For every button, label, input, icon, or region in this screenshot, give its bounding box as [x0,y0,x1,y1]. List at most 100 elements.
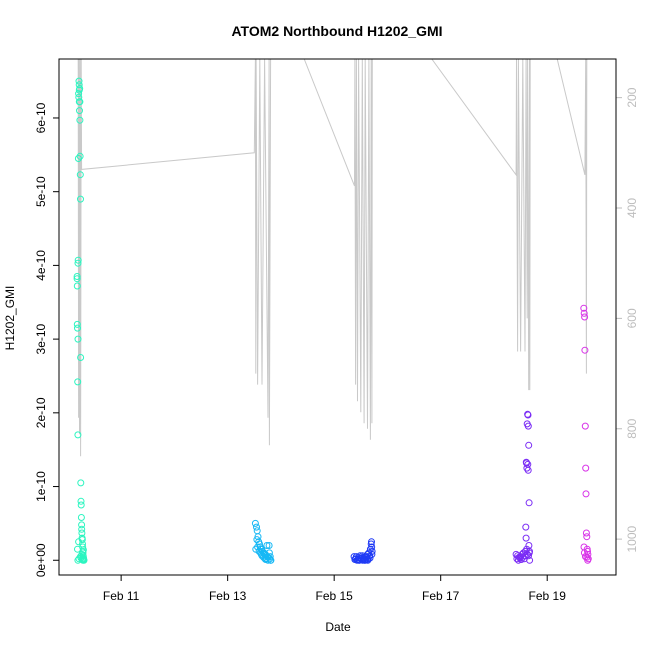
data-point-series-1 [76,152,84,160]
y-axis-label: H1202_GMI [3,286,17,351]
axes-layer: Feb 11 Feb 13 Feb 15 Feb 17 Feb 19 0e+00 1e-10… [34,87,639,603]
data-point-series-1 [74,545,81,553]
data-point-series-4 [526,556,534,564]
x-tick-label: Feb 15 [315,589,353,603]
y-tick-label: 5e-10 [34,176,48,207]
data-point-series-4 [522,523,530,531]
data-point-series-5 [583,533,591,541]
pressure-line [77,58,588,457]
data-point-series-1 [75,77,83,85]
data-point-series-1 [73,273,81,280]
y-tick-label: 6e-10 [34,102,48,133]
data-point-series-4 [525,552,532,560]
data-point-series-3 [364,556,372,564]
data-point-series-5 [581,346,589,354]
data-point-series-2 [263,555,270,563]
y-right-tick-label: 400 [625,198,639,218]
data-point-series-1 [74,259,82,267]
y-tick-label: 0e+00 [34,543,48,577]
data-point-series-5 [580,549,588,557]
data-point-series-2 [257,550,265,558]
x-tick-label: Feb 11 [103,589,140,603]
data-point-series-4 [524,466,532,474]
data-point-series-1 [77,497,85,505]
y-tick-label: 3e-10 [34,323,48,354]
data-point-series-4 [525,542,533,549]
data-point-series-2 [254,543,262,551]
data-point-series-3 [368,547,376,555]
y-right-tick-label: 600 [625,308,639,328]
y-tick-label: 2e-10 [34,397,48,428]
data-point-series-1 [77,554,85,562]
points-layer [73,77,592,564]
data-point-series-1 [76,98,84,106]
y-tick-label: 4e-10 [34,250,48,281]
chart-title: ATOM2 Northbound H1202_GMI [231,23,442,39]
data-point-series-1 [74,324,81,332]
data-point-series-5 [582,529,590,537]
data-point-series-2 [266,553,274,561]
data-point-series-1 [73,320,81,328]
data-point-series-4 [524,411,532,419]
data-point-series-5 [582,490,590,498]
data-point-series-4 [525,441,533,449]
y-right-tick-label: 200 [625,87,639,107]
data-point-series-1 [74,155,82,162]
data-point-series-1 [78,525,86,533]
data-point-series-1 [78,521,86,529]
data-point-series-1 [79,546,87,554]
data-point-series-3 [366,554,374,562]
data-point-series-1 [74,378,82,386]
data-point-series-2 [253,536,261,544]
data-point-series-1 [78,529,86,537]
data-point-series-2 [253,527,261,535]
data-point-series-2 [253,523,260,531]
data-point-series-1 [76,85,84,92]
data-point-series-5 [581,313,589,321]
data-point-series-1 [74,335,82,343]
data-point-series-3 [359,556,367,563]
data-point-series-1 [76,171,84,179]
data-point-series-1 [78,556,86,563]
y-right-tick-label: 800 [625,418,639,438]
data-point-series-1 [73,282,81,290]
y-right-tick-label: 1000 [625,525,639,552]
data-point-series-3 [368,543,376,551]
data-point-series-1 [74,431,82,439]
data-point-series-4 [525,499,533,507]
data-point-series-1 [75,538,83,546]
data-point-series-5 [581,422,589,430]
x-tick-label: Feb 19 [529,589,567,603]
data-point-series-1 [75,81,83,89]
data-point-series-1 [78,536,86,544]
pressure-line-layer [77,58,588,457]
data-point-series-2 [251,519,259,527]
data-point-series-5 [584,556,592,564]
data-point-series-1 [74,256,82,264]
data-point-series-3 [359,556,367,564]
data-point-series-4 [524,422,532,430]
data-point-series-1 [77,479,85,487]
x-tick-label: Feb 17 [422,589,460,603]
data-point-series-4 [522,534,530,542]
data-point-series-3 [355,556,363,564]
data-point-series-2 [265,542,273,549]
data-point-series-1 [73,275,81,283]
x-axis-label: Date [325,620,351,634]
data-point-series-2 [263,542,271,549]
x-tick-label: Feb 13 [209,589,247,603]
data-point-series-5 [582,464,590,472]
data-point-series-4 [516,554,524,562]
data-point-series-4 [523,545,531,553]
plot-frame [58,58,617,576]
data-point-series-1 [77,514,85,521]
data-point-series-1 [77,501,85,509]
data-point-series-1 [76,107,83,115]
data-point-series-4 [523,550,531,558]
data-point-series-1 [77,354,85,361]
data-point-series-1 [76,116,84,124]
data-point-series-1 [75,90,83,98]
data-point-series-5 [580,304,588,312]
data-point-series-1 [79,556,87,564]
